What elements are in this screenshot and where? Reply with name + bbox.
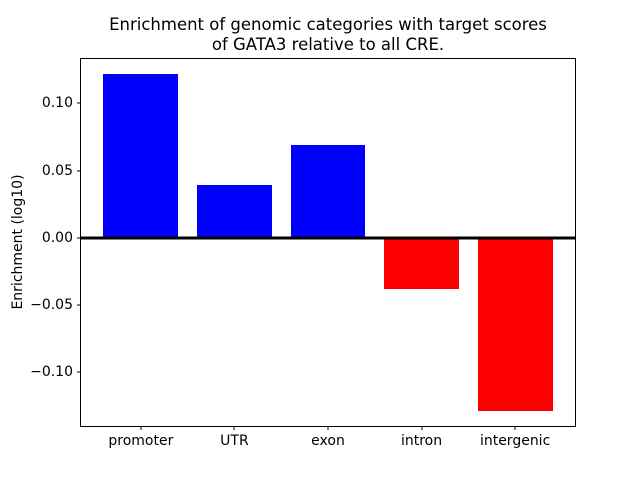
zero-line	[81, 236, 575, 240]
bar-UTR	[197, 185, 272, 238]
y-tick-label: 0.00	[41, 229, 73, 246]
plot-area: 0.10 0.05 0.00 −0.05 −0.10 promoter UTR exon int…	[30, 58, 576, 449]
x-tick-label-UTR: UTR	[220, 433, 249, 449]
y-tick-label: 0.10	[41, 95, 73, 112]
bar-promoter	[103, 73, 179, 238]
y-tick	[77, 304, 81, 306]
chart-title-line1: Enrichment of genomic categories with ta…	[109, 15, 547, 34]
x-tick	[233, 426, 235, 430]
y-tick-label: 0.05	[41, 162, 73, 179]
bar-exon	[290, 145, 366, 238]
chart-title-line2: of GATA3 relative to all CRE.	[211, 35, 445, 54]
bar-intergenic	[477, 237, 553, 412]
x-tick-label-exon: exon	[311, 433, 345, 449]
y-tick	[77, 371, 81, 373]
x-tick	[327, 426, 329, 430]
chart-title: Enrichment of genomic categories with ta…	[80, 15, 576, 55]
x-tick-label-intergenic: intergenic	[479, 433, 551, 449]
y-axis-label: Enrichment (log10)	[10, 174, 26, 310]
y-tick	[77, 170, 81, 172]
y-tick	[77, 102, 81, 104]
x-tick	[140, 426, 142, 430]
x-tick-label-intron: intron	[400, 433, 443, 449]
x-tick	[421, 426, 423, 430]
x-tick-label-promoter: promoter	[108, 433, 174, 449]
y-tick-label: −0.10	[30, 364, 73, 381]
bar-intron	[384, 237, 459, 289]
x-tick	[514, 426, 516, 430]
y-tick	[77, 237, 81, 239]
y-tick-label: −0.05	[30, 296, 73, 313]
